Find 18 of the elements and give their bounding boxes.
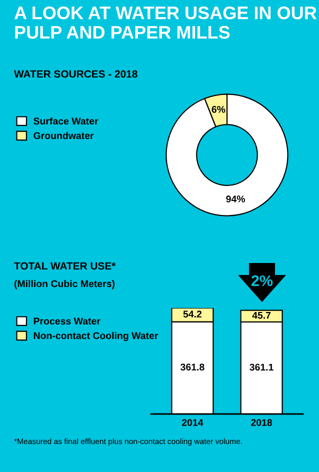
data-label: 361.8 bbox=[180, 364, 204, 371]
legend-label: Process Water bbox=[34, 318, 100, 325]
text: TOTAL WATER USE* bbox=[14, 262, 116, 270]
legend-label: Surface Water bbox=[34, 117, 98, 125]
donut-slice bbox=[166, 94, 288, 216]
data-label: 6% bbox=[212, 106, 226, 113]
data-label: 45.7 bbox=[252, 312, 271, 319]
text: (Million Cubic Meters) bbox=[14, 280, 115, 290]
data-label: 94% bbox=[226, 196, 246, 202]
x-tick-label: 2018 bbox=[251, 419, 272, 426]
chart-title: A LOOK AT WATER USAGE IN OUR PULP AND PAPER MILLS bbox=[14, 6, 317, 39]
chart-subtitle: WATER SOURCES - 2018 bbox=[14, 70, 138, 78]
data-label: 54.2 bbox=[183, 310, 202, 318]
text: 2% bbox=[251, 275, 273, 286]
x-tick-label: 2014 bbox=[182, 419, 204, 426]
data-label: 361.1 bbox=[250, 364, 274, 371]
legend-label: Non-contact Cooling Water bbox=[34, 332, 158, 342]
legend-label: Groundwater bbox=[34, 132, 94, 140]
